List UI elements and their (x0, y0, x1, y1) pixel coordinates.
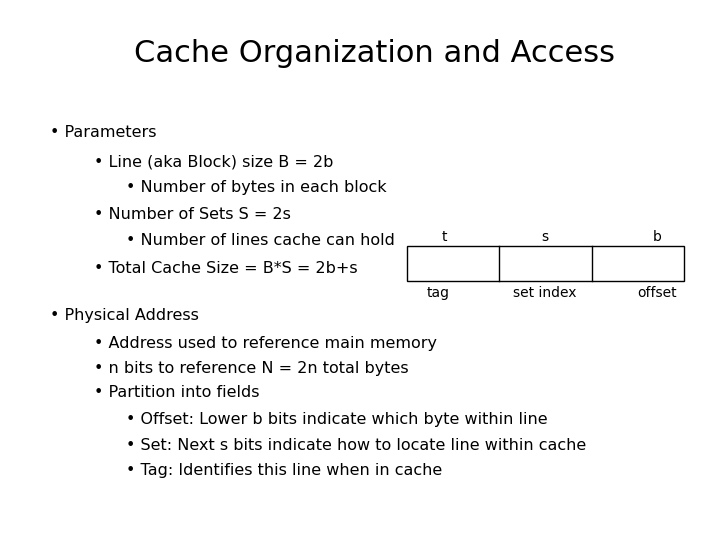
Text: • Parameters: • Parameters (50, 125, 157, 140)
Text: • Partition into fields: • Partition into fields (94, 385, 259, 400)
Text: Cache Organization and Access: Cache Organization and Access (134, 39, 615, 69)
Text: • Physical Address: • Physical Address (50, 308, 199, 323)
Bar (407, 246, 684, 281)
Text: • Number of bytes in each block: • Number of bytes in each block (126, 180, 387, 195)
Text: • Number of lines cache can hold: • Number of lines cache can hold (126, 233, 395, 248)
Text: offset: offset (637, 286, 678, 300)
Text: t: t (441, 230, 447, 244)
Text: b: b (653, 230, 662, 244)
Text: • Total Cache Size = B*S = 2b+s: • Total Cache Size = B*S = 2b+s (94, 261, 357, 276)
Text: • Address used to reference main memory: • Address used to reference main memory (94, 336, 436, 352)
Text: s: s (541, 230, 549, 244)
Text: • Line (aka Block) size B = 2b: • Line (aka Block) size B = 2b (94, 154, 333, 170)
Text: tag: tag (426, 286, 449, 300)
Text: • Tag: Identifies this line when in cache: • Tag: Identifies this line when in cach… (126, 463, 442, 478)
Text: • Number of Sets S = 2s: • Number of Sets S = 2s (94, 207, 290, 222)
Text: set index: set index (513, 286, 577, 300)
Text: • Set: Next s bits indicate how to locate line within cache: • Set: Next s bits indicate how to locat… (126, 438, 586, 453)
Text: • n bits to reference N = 2n total bytes: • n bits to reference N = 2n total bytes (94, 361, 408, 376)
Text: • Offset: Lower b bits indicate which byte within line: • Offset: Lower b bits indicate which by… (126, 412, 548, 427)
